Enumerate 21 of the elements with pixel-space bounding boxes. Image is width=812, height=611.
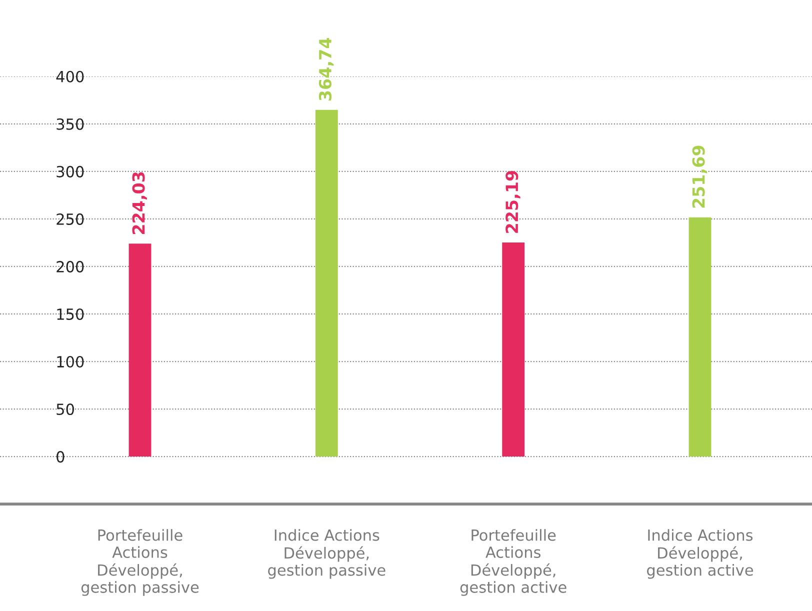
y-tick-label: 400	[56, 70, 84, 82]
data-label: 364,74	[318, 38, 334, 100]
bar	[502, 242, 525, 457]
x-tick-label: Indice Actions Développé, gestion passive	[268, 529, 386, 579]
y-tick-label: 150	[57, 308, 84, 320]
y-tick-label: 50	[56, 403, 74, 416]
y-tick-label: 250	[56, 213, 84, 225]
bar	[128, 244, 152, 457]
bar	[688, 217, 712, 457]
x-tick-label: Portefeuille Actions Développé, gestion active	[460, 529, 566, 596]
y-tick-label: 0	[56, 451, 64, 463]
x-tick-label: Indice Actions Développé, gestion active	[647, 529, 753, 579]
y-tick-label: 200	[56, 260, 84, 272]
x-tick-label: Portefeuille Actions Développé, gestion passive	[81, 529, 199, 596]
y-tick-label: 300	[56, 166, 84, 178]
data-label: 251,69	[692, 146, 707, 208]
bar	[315, 110, 338, 457]
y-tick-label: 100	[57, 356, 84, 368]
data-label: 225,19	[506, 170, 520, 233]
data-label: 224,03	[132, 172, 147, 234]
y-tick-label: 350	[56, 118, 84, 130]
